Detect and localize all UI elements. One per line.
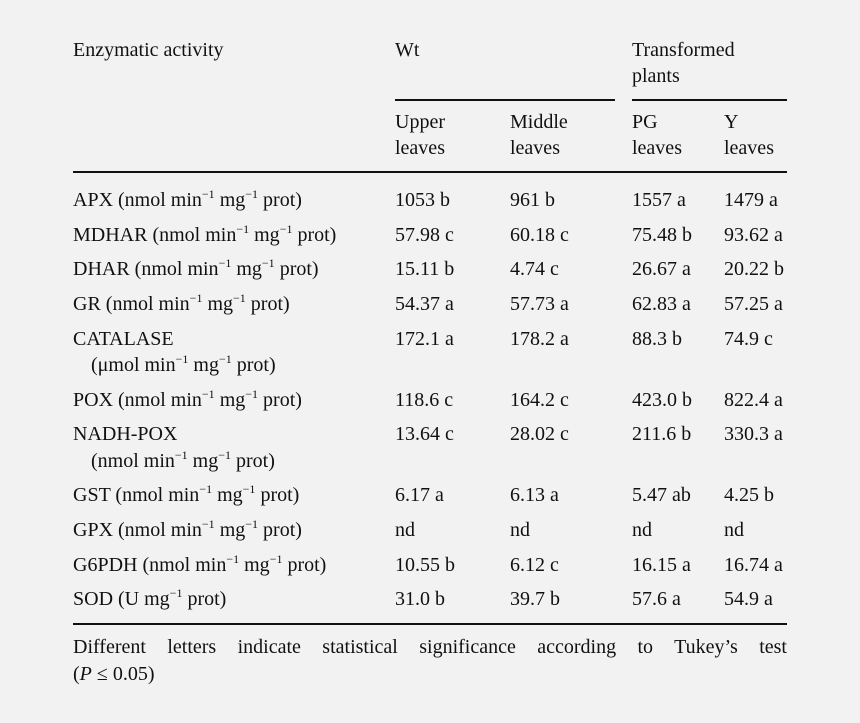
- table-cell: 1557 a: [632, 189, 686, 211]
- table-cell: 60.18 c: [510, 224, 569, 246]
- table-row-label: GR (nmol min−1 mg−1 prot): [73, 291, 290, 315]
- table-cell: 6.13 a: [510, 484, 559, 506]
- table-cell: 172.1 a: [395, 328, 454, 350]
- table-row-label: SOD (U mg−1 prot): [73, 586, 227, 610]
- table-cell: 20.22 b: [724, 258, 784, 280]
- header-pg-1: PG: [632, 111, 658, 133]
- table-cell: 211.6 b: [632, 423, 692, 445]
- table-row-label: GST (nmol min−1 mg−1 prot): [73, 482, 300, 506]
- header-transformed-line1: Transformed: [632, 39, 735, 61]
- table-cell: 62.83 a: [632, 293, 691, 315]
- table-cell: 57.6 a: [632, 588, 681, 610]
- wt-group-rule: [395, 99, 615, 101]
- table-cell: 330.3 a: [724, 423, 783, 445]
- table-row-label: DHAR (nmol min−1 mg−1 prot): [73, 256, 319, 280]
- header-bottom-rule: [73, 171, 787, 173]
- table-cell: 54.9 a: [724, 588, 773, 610]
- table-row-label: APX (nmol min−1 mg−1 prot): [73, 187, 302, 211]
- table-cell: 74.9 c: [724, 328, 773, 350]
- table-cell: 31.0 b: [395, 588, 445, 610]
- transformed-group-rule: [632, 99, 787, 101]
- table-cell: 10.55 b: [395, 554, 455, 576]
- table-cell: 57.98 c: [395, 224, 454, 246]
- table-bottom-rule: [73, 623, 787, 625]
- table-cell: nd: [724, 519, 744, 541]
- table-row-label: NADH-POX: [73, 423, 178, 445]
- table-cell: 28.02 c: [510, 423, 569, 445]
- header-middle-2: leaves: [510, 137, 560, 159]
- table-cell: 4.25 b: [724, 484, 774, 506]
- table-cell: 423.0 b: [632, 389, 692, 411]
- table-cell: 1479 a: [724, 189, 778, 211]
- table-cell: 57.25 a: [724, 293, 783, 315]
- table-row-label: POX (nmol min−1 mg−1 prot): [73, 387, 302, 411]
- table-row-label: MDHAR (nmol min−1 mg−1 prot): [73, 222, 337, 246]
- table-cell: 164.2 c: [510, 389, 569, 411]
- table-cell: 118.6 c: [395, 389, 454, 411]
- header-pg-2: leaves: [632, 137, 682, 159]
- table-cell: 88.3 b: [632, 328, 682, 350]
- table-row-label-unit: (nmol min−1 mg−1 prot): [91, 448, 275, 472]
- table-cell: nd: [395, 519, 415, 541]
- table-cell: 6.17 a: [395, 484, 444, 506]
- table-cell: 57.73 a: [510, 293, 569, 315]
- table-cell: 178.2 a: [510, 328, 569, 350]
- footnote-line1: Different letters indicate statistical s…: [73, 636, 787, 658]
- table-cell: 75.48 b: [632, 224, 692, 246]
- footnote-line2: (P ≤ 0.05): [73, 663, 155, 685]
- table-cell: 26.67 a: [632, 258, 691, 280]
- header-y-2: leaves: [724, 137, 774, 159]
- header-enzymatic-activity: Enzymatic activity: [73, 39, 224, 61]
- table-cell: 16.15 a: [632, 554, 691, 576]
- header-wt: Wt: [395, 39, 420, 61]
- table-cell: 16.74 a: [724, 554, 783, 576]
- table-cell: 4.74 c: [510, 258, 559, 280]
- table-cell: 15.11 b: [395, 258, 455, 280]
- table-cell: 822.4 a: [724, 389, 783, 411]
- header-transformed-line2: plants: [632, 65, 680, 87]
- table-cell: 13.64 c: [395, 423, 454, 445]
- table-row-label: CATALASE: [73, 328, 174, 350]
- table-cell: 93.62 a: [724, 224, 783, 246]
- table-row-label: G6PDH (nmol min−1 mg−1 prot): [73, 552, 327, 576]
- table-cell: 961 b: [510, 189, 555, 211]
- table-cell: nd: [510, 519, 530, 541]
- header-y-1: Y: [724, 111, 739, 133]
- header-upper-1: Upper: [395, 111, 445, 133]
- header-upper-2: leaves: [395, 137, 445, 159]
- table-cell: 54.37 a: [395, 293, 454, 315]
- table-cell: nd: [632, 519, 652, 541]
- table-row-label: GPX (nmol min−1 mg−1 prot): [73, 517, 302, 541]
- table-cell: 1053 b: [395, 189, 450, 211]
- table-cell: 6.12 c: [510, 554, 559, 576]
- table-cell: 39.7 b: [510, 588, 560, 610]
- table-row-label-unit: (μmol min−1 mg−1 prot): [91, 352, 276, 376]
- table-cell: 5.47 ab: [632, 484, 691, 506]
- header-middle-1: Middle: [510, 111, 568, 133]
